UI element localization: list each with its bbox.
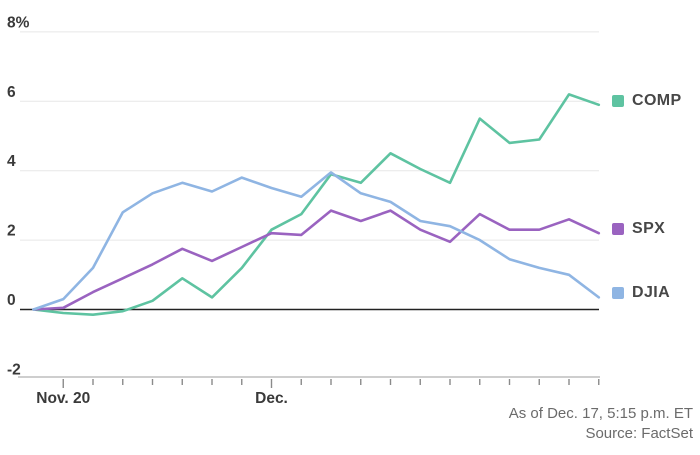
legend-label: SPX <box>632 220 666 238</box>
series-line-comp <box>32 93 601 317</box>
as-of-text: As of Dec. 17, 5:15 p.m. ET <box>508 405 693 422</box>
source-text: Source: FactSet <box>585 425 693 442</box>
y-axis-label: 2 <box>7 223 16 240</box>
chart-footnote: As of Dec. 17, 5:15 p.m. ET Source: Fact… <box>509 404 693 444</box>
x-axis-label: Nov. 20 <box>36 390 90 407</box>
legend-label: DJIA <box>632 284 671 302</box>
y-axis-label: -2 <box>7 361 21 378</box>
legend-label: COMP <box>632 91 682 109</box>
y-axis-label: 4 <box>7 153 16 170</box>
legend-item-spx: SPX <box>612 220 665 238</box>
y-axis-label: 0 <box>7 292 16 309</box>
series-line-djia <box>32 171 601 311</box>
y-axis-label: 8% <box>7 14 30 31</box>
series-line-spx <box>32 209 601 311</box>
comp-series-swatch <box>612 94 624 107</box>
y-axis-label: 6 <box>7 84 16 101</box>
legend-item-comp: COMP <box>612 92 682 110</box>
x-axis-label: Dec. <box>255 390 288 407</box>
legend-item-djia: DJIA <box>612 284 670 302</box>
djia-series-swatch <box>612 287 624 300</box>
spx-series-swatch <box>612 223 624 236</box>
